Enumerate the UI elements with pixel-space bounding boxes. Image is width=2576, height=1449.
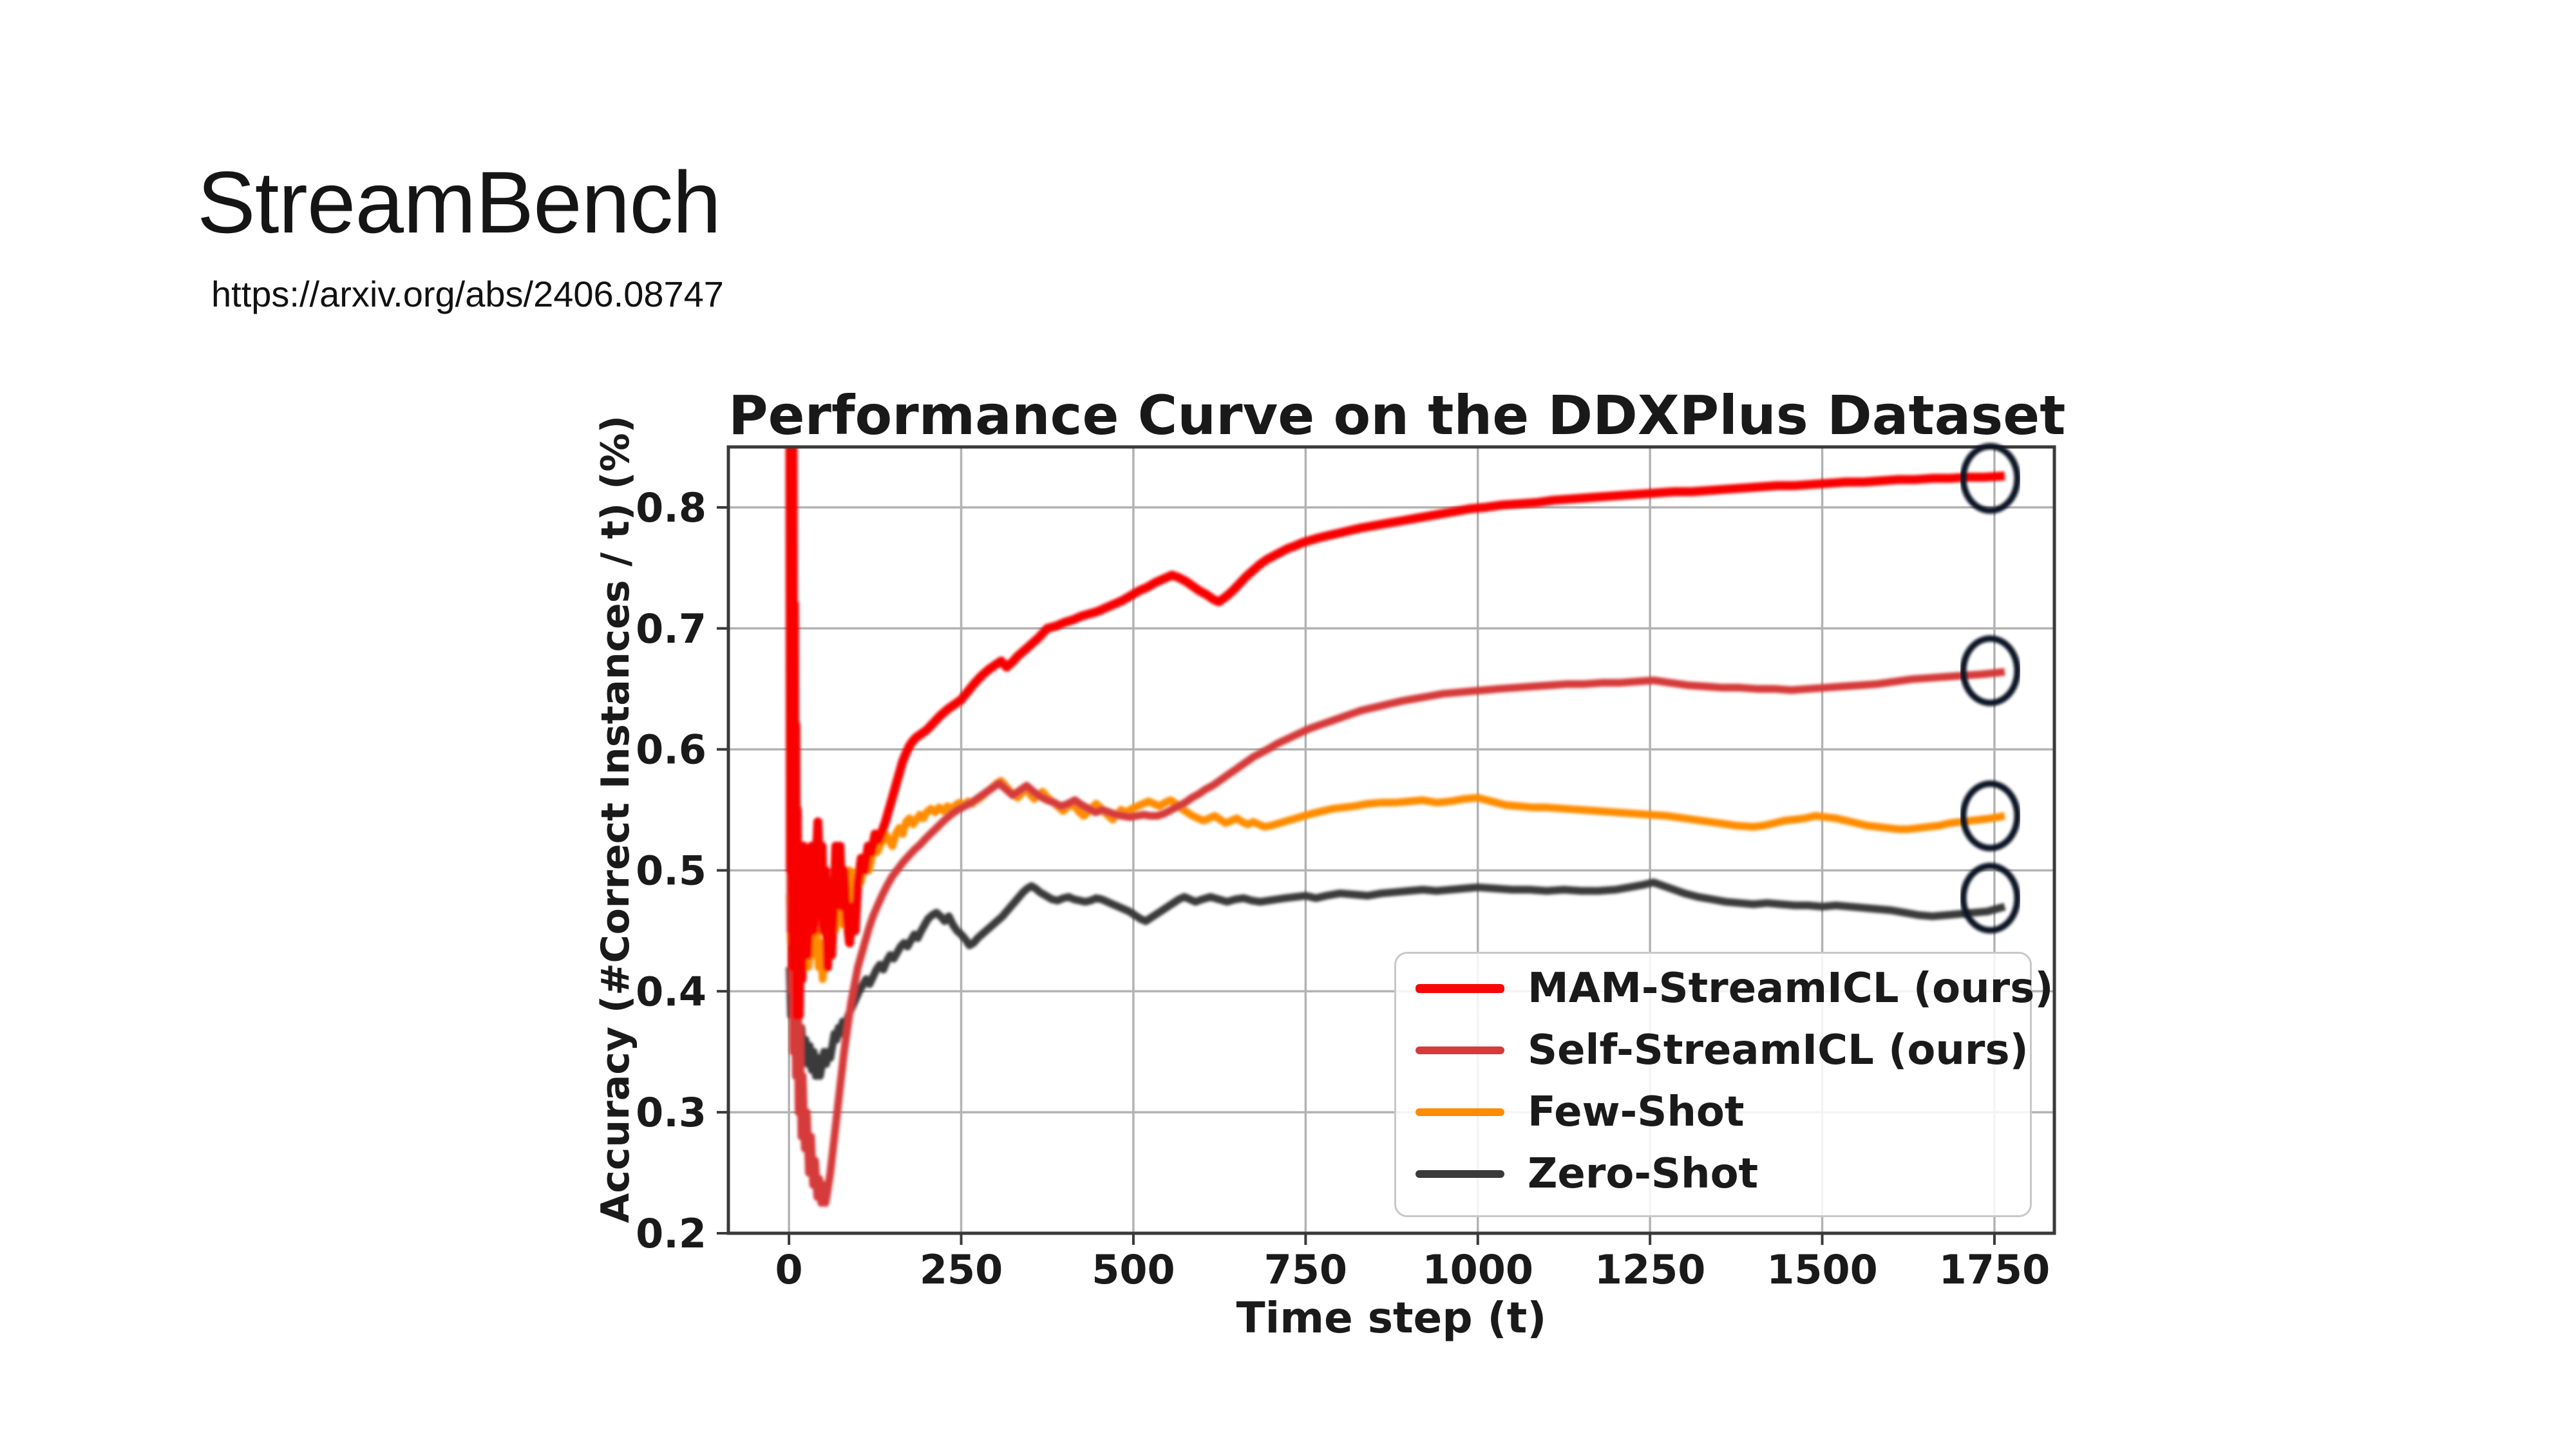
series-lines [785,447,2006,1207]
x-tick-label: 1250 [1595,1246,1706,1293]
tick-labels: 0 250 500 750 1000 1250 1500 1750 0.2 0.3 0.4 0.5 0.… [636,484,2050,1293]
endpoint-circle [1960,862,2021,934]
x-tick-label: 1750 [1939,1246,2050,1293]
slide-title: StreamBench [197,153,721,251]
arxiv-link[interactable]: https://arxiv.org/abs/2406.08747 [211,274,724,314]
x-tick-label: 0 [775,1246,803,1293]
legend-line-swatch-self-streamicl [1416,1046,1504,1054]
legend-label-self-streamicl: Self-StreamICL (ours) [1528,1027,2029,1074]
x-tick-label: 1000 [1422,1246,1533,1293]
endpoint-circle [1960,780,2021,851]
legend-item-zero-shot: Zero-Shot [1416,1143,2030,1205]
legend-line-swatch-zero-shot [1416,1170,1504,1178]
endpoint-circle [1960,635,2021,706]
legend-item-self-streamicl: Self-StreamICL (ours) [1416,1019,2030,1081]
x-axis-label: Time step (t) [1236,1293,1547,1343]
y-tick-label: 0.8 [636,484,706,531]
plot-border [726,445,2056,1235]
endpoint-circle [1960,442,2021,514]
y-tick-label: 0.4 [636,968,706,1015]
endpoint-circles [1960,442,2021,934]
series-line-few-shot [786,777,2006,983]
y-tick-label: 0.5 [636,847,706,894]
legend-label-mam-streamicl: MAM-StreamICL (ours) [1528,965,2054,1012]
legend-line-swatch-few-shot [1416,1108,1504,1116]
y-tick-label: 0.6 [636,726,706,773]
y-tick-label: 0.2 [636,1210,706,1257]
legend-line-swatch-mam-streamicl [1416,984,1504,993]
y-tick-label: 0.3 [636,1089,706,1136]
series-line-self-streamicl-ours [786,447,2005,1207]
x-tick-label: 1500 [1766,1246,1878,1293]
x-tick-label: 750 [1264,1246,1347,1293]
x-tick-label: 250 [920,1246,1003,1293]
x-tick-label: 500 [1092,1246,1175,1293]
chart-title: Performance Curve on the DDXPlus Dataset [728,384,2066,447]
tick-marks [717,506,1996,1245]
series-line-mam-streamicl-ours [785,447,2005,1020]
legend-item-mam-streamicl: MAM-StreamICL (ours) [1416,958,2054,1019]
legend-item-few-shot: Few-Shot [1416,1081,2030,1143]
y-tick-label: 0.7 [636,605,706,652]
chart-legend: MAM-StreamICL (ours) Self-StreamICL (our… [1394,952,2054,1217]
legend-label-few-shot: Few-Shot [1528,1088,1745,1136]
legend-label-zero-shot: Zero-Shot [1528,1150,1759,1198]
